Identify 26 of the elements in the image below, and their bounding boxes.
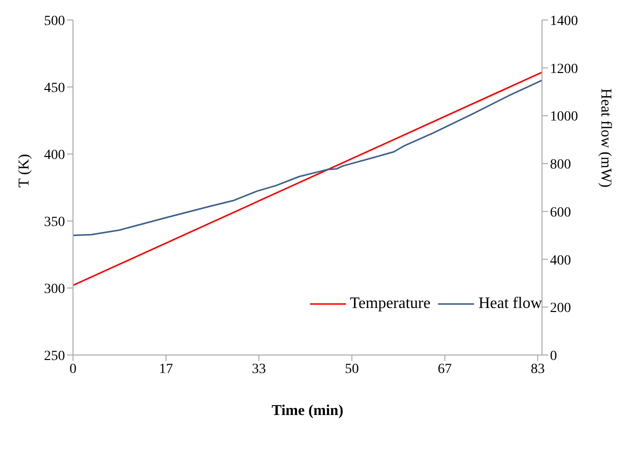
y-tick-label: 450 bbox=[44, 80, 65, 96]
legend-label: Temperature bbox=[350, 295, 430, 313]
y-tick-label: 500 bbox=[44, 14, 65, 29]
y2-tick-label: 800 bbox=[550, 158, 571, 173]
x-tick-label: 33 bbox=[252, 362, 266, 377]
y-tick-label: 250 bbox=[44, 348, 65, 364]
y2-tick-label: 200 bbox=[550, 301, 571, 316]
y2-tick-label: 600 bbox=[550, 205, 571, 220]
y2-tick-label: 400 bbox=[550, 253, 571, 268]
y2-axis-title: Heat flow (mW) bbox=[598, 88, 614, 188]
x-axis-title: Time (min) bbox=[272, 403, 344, 419]
y-tick-label: 300 bbox=[44, 282, 65, 297]
y-tick-label: 400 bbox=[44, 148, 65, 163]
x-tick-label: 17 bbox=[158, 362, 173, 377]
y2-tick-label: 1000 bbox=[550, 110, 578, 125]
x-tick-label: 50 bbox=[344, 362, 359, 377]
line-series bbox=[73, 80, 542, 236]
legend-label: Heat flow bbox=[478, 295, 542, 313]
x-tick-label: 67 bbox=[438, 362, 452, 377]
y2-tick-label: 1200 bbox=[550, 62, 578, 77]
y2-tick-label: 0 bbox=[550, 348, 557, 364]
y2-tick-label: 1400 bbox=[550, 14, 578, 29]
y-tick-label: 350 bbox=[44, 214, 65, 230]
x-tick-label: 83 bbox=[530, 362, 545, 377]
x-tick-label: 0 bbox=[70, 362, 76, 377]
y-axis-title: T (K) bbox=[16, 154, 32, 188]
